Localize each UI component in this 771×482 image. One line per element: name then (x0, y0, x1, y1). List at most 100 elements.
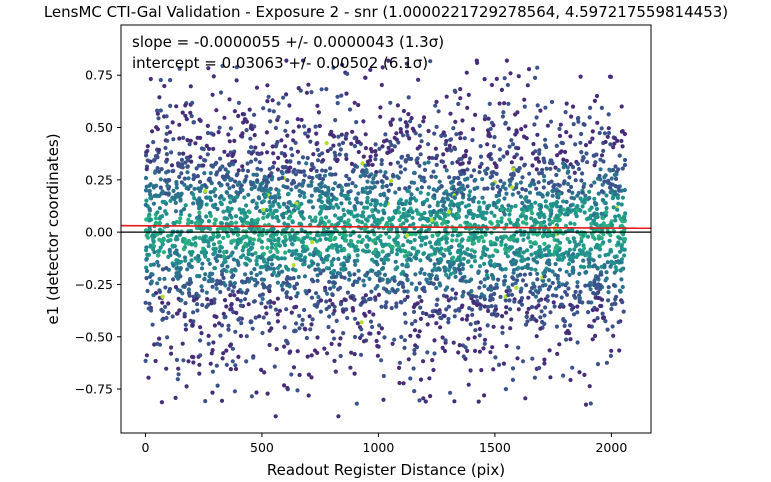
data-point (225, 234, 231, 239)
data-point (281, 211, 286, 216)
data-point (239, 321, 244, 326)
data-point (226, 327, 231, 332)
data-point (439, 208, 444, 213)
data-point (252, 267, 257, 272)
data-point (342, 212, 347, 217)
data-point (453, 291, 459, 296)
data-point (386, 252, 391, 257)
data-point (366, 174, 372, 179)
data-point (613, 192, 618, 197)
data-point (345, 71, 350, 76)
data-point (166, 238, 171, 243)
data-point (306, 183, 311, 188)
data-point (508, 208, 513, 213)
data-point (154, 183, 159, 188)
data-point (527, 190, 533, 195)
data-point (229, 239, 234, 244)
data-point (611, 145, 616, 150)
data-point (144, 217, 149, 222)
data-point (341, 267, 346, 272)
data-point (422, 271, 427, 276)
data-point (409, 116, 414, 121)
data-point (622, 188, 627, 193)
data-point (477, 170, 482, 175)
data-point (203, 399, 208, 404)
data-point (209, 351, 214, 356)
data-point (222, 298, 228, 303)
data-point (265, 391, 270, 396)
data-point (497, 101, 502, 106)
data-point (444, 94, 449, 99)
data-point (437, 281, 442, 286)
data-point (211, 242, 217, 247)
data-point (272, 160, 277, 165)
data-point (476, 200, 481, 205)
data-point (535, 132, 540, 137)
data-point (508, 326, 513, 331)
data-point (198, 226, 203, 231)
data-point (291, 138, 296, 143)
data-point (564, 101, 569, 106)
data-point (604, 276, 609, 281)
data-point (248, 136, 253, 141)
data-point (329, 172, 335, 177)
data-point (500, 325, 505, 330)
data-point (570, 190, 575, 195)
data-point (417, 281, 422, 286)
data-point (270, 202, 275, 207)
data-point (441, 252, 446, 257)
data-point (593, 202, 598, 207)
data-point (190, 100, 195, 105)
y-axis-label: e1 (detector coordinates) (44, 133, 62, 324)
data-point (315, 147, 320, 152)
reference-lines (120, 224, 652, 233)
data-point (174, 185, 179, 190)
data-point (608, 74, 614, 79)
data-point (446, 248, 451, 253)
data-point (327, 279, 332, 284)
data-point (177, 122, 182, 127)
data-point (441, 152, 446, 157)
data-point (295, 349, 300, 354)
data-point (252, 124, 257, 129)
data-point (143, 300, 148, 305)
data-point (349, 209, 354, 214)
data-point (246, 242, 251, 247)
data-point (475, 299, 480, 304)
data-point (205, 152, 210, 157)
data-point (370, 268, 375, 273)
data-point (285, 185, 290, 190)
data-point (548, 310, 553, 315)
data-point (460, 275, 465, 280)
data-point (314, 141, 319, 147)
data-point (460, 262, 466, 267)
data-point (292, 234, 297, 240)
data-point (580, 204, 585, 209)
data-point (432, 266, 437, 271)
data-point (274, 273, 280, 278)
data-point (183, 203, 188, 208)
data-point (272, 199, 278, 204)
data-point (217, 249, 222, 254)
data-point (367, 309, 372, 314)
data-point (373, 157, 378, 162)
data-point (183, 241, 188, 246)
data-point (451, 126, 456, 131)
data-point (376, 292, 381, 297)
data-point (275, 296, 280, 301)
data-point (434, 211, 439, 216)
data-point (437, 267, 442, 272)
data-point (304, 244, 309, 249)
data-point (267, 199, 272, 205)
data-point (354, 120, 359, 125)
data-point (319, 87, 324, 92)
data-point (605, 260, 610, 265)
data-point (542, 313, 547, 318)
data-point (259, 167, 264, 172)
data-point (335, 271, 341, 276)
data-point (383, 132, 388, 137)
data-point (533, 75, 538, 80)
data-point (392, 337, 397, 342)
data-point (163, 304, 168, 309)
data-point (451, 255, 456, 260)
